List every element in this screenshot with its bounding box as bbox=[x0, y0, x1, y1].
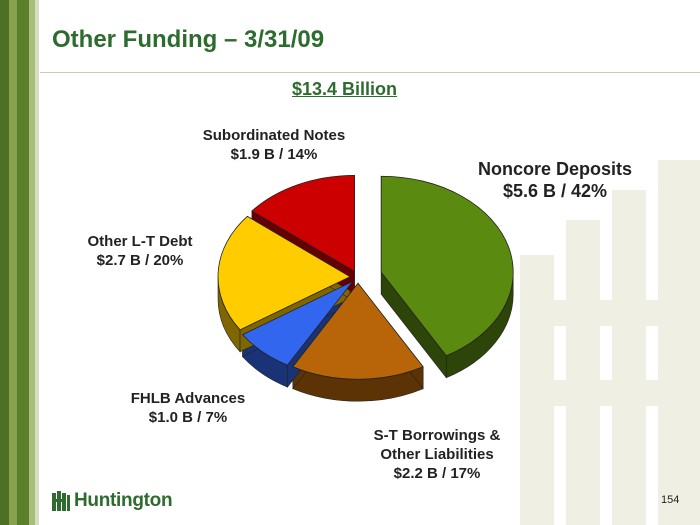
left-stripe-mid bbox=[9, 0, 17, 525]
slice-label-st-borrowings: S-T Borrowings & Other Liabilities $2.2 … bbox=[352, 426, 522, 483]
slice-label-line: FHLB Advances bbox=[130, 390, 246, 407]
watermark-shape bbox=[612, 190, 646, 525]
logo-text: Huntington bbox=[74, 490, 173, 511]
page-title: Other Funding – 3/31/09 bbox=[52, 26, 325, 53]
watermark-shape bbox=[658, 160, 700, 525]
watermark-shape bbox=[520, 380, 700, 406]
left-stripe-dark bbox=[0, 0, 9, 525]
slice-value-label: $1.0 B / 7% bbox=[148, 409, 228, 426]
slice-label-subordinated-notes: Subordinated Notes $1.9 B / 14% bbox=[190, 126, 358, 164]
huntington-logo-icon bbox=[52, 491, 70, 511]
left-stripe-dark-2 bbox=[17, 0, 29, 525]
slice-value-label: $2.2 B / 17% bbox=[393, 465, 481, 482]
pie-slice-other-l-t-debt bbox=[217, 215, 351, 331]
left-stripe-edge bbox=[35, 0, 39, 525]
slice-label-line: Subordinated Notes bbox=[202, 127, 346, 144]
pie-slice-subordinated-notes bbox=[251, 174, 355, 273]
slice-value-label: $5.6 B / 42% bbox=[502, 181, 608, 201]
slice-label-line: S-T Borrowings & bbox=[373, 427, 501, 444]
slice-label-line: Other Liabilities bbox=[380, 446, 494, 463]
watermark-shape bbox=[566, 220, 600, 525]
left-stripe-light bbox=[29, 0, 35, 525]
chart-subtitle: $13.4 Billion bbox=[292, 79, 398, 99]
slice-label-line: Other L-T Debt bbox=[87, 233, 193, 250]
page-number: 154 bbox=[661, 494, 680, 506]
slice-label-fhlb-advances: FHLB Advances $1.0 B / 7% bbox=[108, 389, 268, 427]
pie-slice-noncore-deposits bbox=[380, 175, 514, 357]
pie-slice-s-t-borrowings-other-liabilities bbox=[292, 282, 424, 380]
huntington-logo: Huntington bbox=[52, 488, 173, 514]
slice-label-noncore-deposits: Noncore Deposits $5.6 B / 42% bbox=[470, 158, 640, 202]
slice-label-line: Noncore Deposits bbox=[477, 159, 633, 179]
slice-value-label: $2.7 B / 20% bbox=[96, 252, 184, 269]
watermark-shape bbox=[520, 300, 700, 326]
pie-slice-fhlb-advances bbox=[241, 281, 353, 366]
title-divider bbox=[40, 72, 700, 73]
slice-label-other-lt-debt: Other L-T Debt $2.7 B / 20% bbox=[70, 232, 210, 270]
slice-value-label: $1.9 B / 14% bbox=[230, 146, 318, 163]
